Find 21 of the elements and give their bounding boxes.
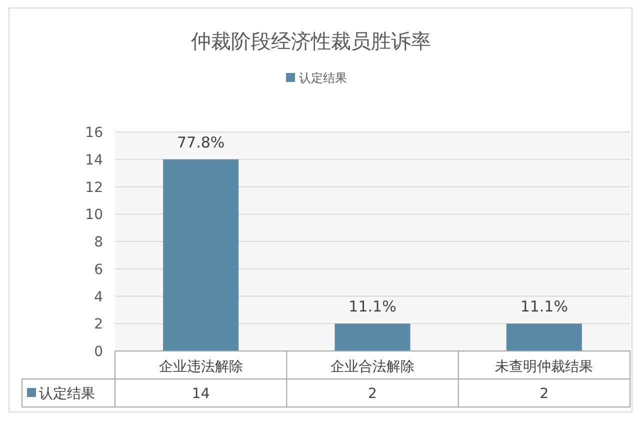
y-tick-label: 0 <box>94 344 103 360</box>
legend-label: 认定结果 <box>299 71 347 85</box>
x-tick-label: 未查明仲裁结果 <box>495 359 594 375</box>
y-tick-label: 2 <box>94 316 103 333</box>
y-tick-label: 10 <box>85 207 103 224</box>
y-tick-label: 8 <box>94 234 103 250</box>
data-label: 2 <box>368 386 377 402</box>
data-label: 14 <box>192 386 210 402</box>
text: 认定结果 <box>39 386 95 402</box>
annotation: 11.1% <box>348 298 396 316</box>
annotation: 11.1% <box>520 298 568 316</box>
y-tick-label: 4 <box>94 289 104 306</box>
data-label: 2 <box>540 386 549 402</box>
x-tick-label: 企业违法解除 <box>158 359 243 375</box>
x-tick-label: 企业合法解除 <box>330 359 414 375</box>
y-tick-label: 6 <box>94 262 104 278</box>
y-tick-label: 16 <box>85 125 104 141</box>
annotation: 77.8% <box>177 133 225 152</box>
y-tick-label: 12 <box>85 180 103 196</box>
chart-title: 仲裁阶段经济性裁员胜诉率 <box>191 29 431 53</box>
y-tick-label: 14 <box>85 152 104 168</box>
